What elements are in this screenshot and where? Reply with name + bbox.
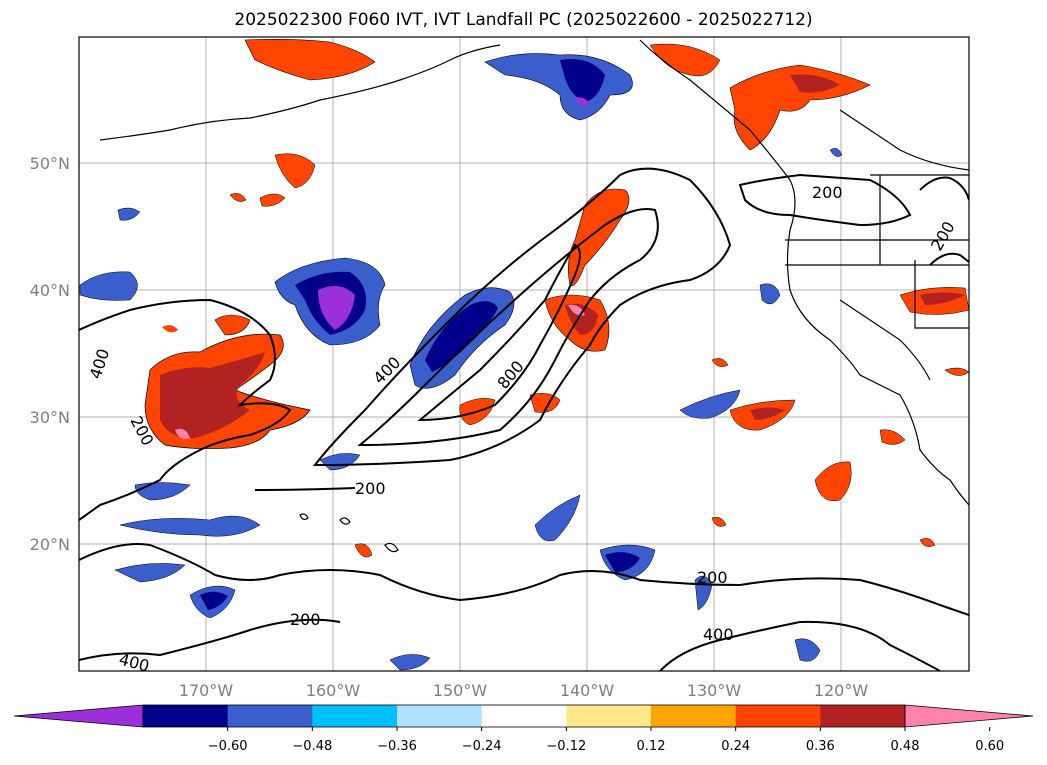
colorbar-tick-label: −0.24 [462,739,502,754]
colorbar-tick-label: −0.12 [546,739,586,754]
colorbar-tick-label: −0.48 [292,739,332,754]
lon-label-170w: 170°W [179,681,234,700]
colorbar-segment [227,705,313,727]
latitude-labels: 50°N 40°N 30°N 20°N [30,154,70,554]
colorbar-segment [735,705,821,727]
map-border [78,36,970,672]
lat-label-20: 20°N [30,535,70,554]
lat-label-40: 40°N [30,281,70,300]
map-title: 2025022300 F060 IVT, IVT Landfall PC (20… [234,10,813,30]
colorbar-tick-label: 0.24 [721,739,750,754]
lat-label-50: 50°N [30,154,70,173]
colorbar-segment [481,705,567,727]
colorbar-segment [820,705,906,727]
colorbar-segment [143,705,229,727]
colorbar-segment [566,705,652,727]
lon-label-120w: 120°W [814,681,869,700]
lon-label-160w: 160°W [306,681,361,700]
contour-label: 400 [703,625,734,644]
lon-label-130w: 130°W [687,681,742,700]
longitude-labels: 170°W 160°W 150°W 140°W 130°W 120°W [179,681,869,700]
colorbar-extend-left [13,704,144,728]
colorbar-tick-label: 0.48 [891,739,920,754]
colorbar-tick-label: 0.36 [806,739,835,754]
colorbar-tick-label: 0.12 [637,739,666,754]
lon-label-150w: 150°W [433,681,488,700]
contour-label: 200 [812,183,843,202]
lon-label-140w: 140°W [560,681,615,700]
pc-shading [79,39,969,671]
ivt-contours [79,167,969,671]
colorbar-segment [397,705,483,727]
colorbar-tick-label: −0.36 [377,739,417,754]
colorbar-extend-right [904,704,1034,728]
colorbar-segment [312,705,398,727]
colorbar-tick-label: −0.60 [208,739,248,754]
colorbar: −0.60 −0.48 −0.36 −0.24 −0.12 0.12 0.24 0.36 0.4… [13,704,1034,754]
contour-label: 200 [355,479,386,498]
contour-label: 200 [697,568,728,587]
coastlines [99,39,969,553]
contour-label: 200 [290,610,321,629]
lat-label-30: 30°N [30,408,70,427]
colorbar-border [142,704,906,728]
colorbar-tick-label: 0.60 [975,739,1004,754]
colorbar-segment [651,705,737,727]
